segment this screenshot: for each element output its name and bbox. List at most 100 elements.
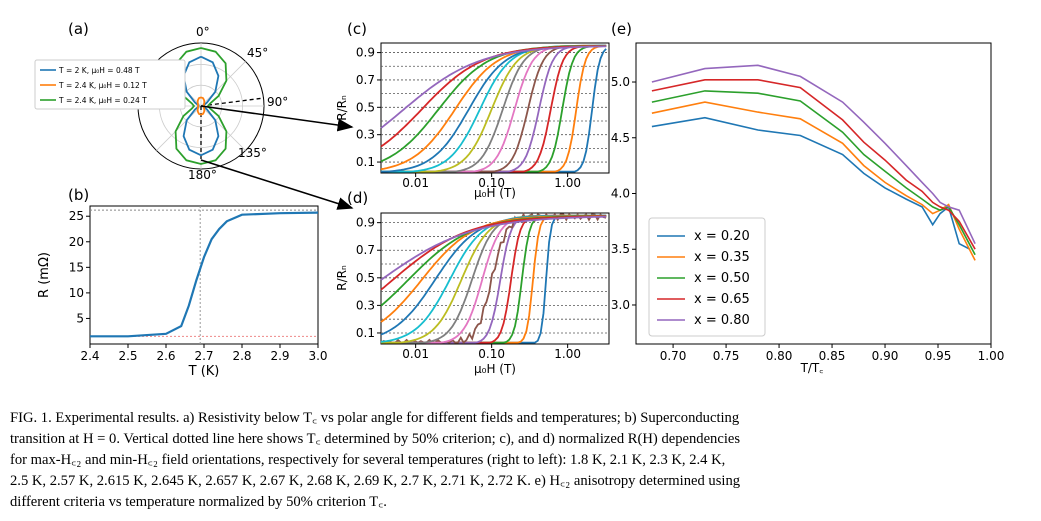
panel-e-ticks: 0.70 0.75 0.80 0.85 0.90 0.95 1.00 3.0 3.5 4.0 4.5… bbox=[611, 75, 1004, 363]
panel-b: (b) 2.4 2.5 2.6 2.7 2.8 2.9 3.0 5 10 15 20 25 T (K)… bbox=[37, 186, 328, 379]
polar-curve-1 bbox=[196, 96, 206, 116]
e-xtick-label-4: 0.90 bbox=[872, 349, 899, 363]
panel-c-ticks: 0.01 0.10 1.00 0.1 0.3 0.5 0.7 0.9 bbox=[356, 46, 581, 190]
panel-c: (c) 0.01 0.10 1.000.10.30.50.70.9 μ₀H (T) … bbox=[335, 20, 610, 200]
angle-label-180: 180° bbox=[188, 168, 217, 182]
panel-b-ylabel: R (mΩ) bbox=[37, 252, 52, 298]
arrow-to-c bbox=[200, 105, 354, 132]
d-curve-7 bbox=[381, 214, 607, 344]
b-xtick-label-4: 2.8 bbox=[232, 349, 251, 363]
legend-text-2: T = 2.4 K, μ₀H = 0.12 T bbox=[58, 81, 147, 90]
e-ytick-label-1: 3.5 bbox=[611, 242, 630, 256]
panel-e-label: (e) bbox=[611, 20, 632, 38]
d-xtick-label-0: 0.01 bbox=[402, 347, 429, 361]
panel-d-data bbox=[380, 212, 609, 345]
c-curve-0 bbox=[381, 48, 607, 173]
e-ytick-label-4: 5.0 bbox=[611, 75, 630, 89]
figure-1: (a) 0° 45° 90° 135° 180° T = 2 K, μ₀H = … bbox=[34, 20, 1004, 379]
d-curve-0 bbox=[381, 214, 607, 344]
angle-label-45: 45° bbox=[247, 46, 268, 60]
c-xtick-label-2: 1.00 bbox=[554, 176, 581, 190]
panel-b-ticks: 2.4 2.5 2.6 2.7 2.8 2.9 3.0 5 10 15 20 25 bbox=[69, 209, 328, 363]
d-curve-6 bbox=[381, 214, 607, 344]
legend-e-text-5: x = 0.80 bbox=[694, 313, 750, 328]
panel-d-ylabel: R/Rₙ bbox=[335, 265, 349, 291]
e-xtick-label-6: 1.00 bbox=[978, 349, 1005, 363]
d-curve-14 bbox=[380, 215, 607, 281]
legend-e-text-3: x = 0.50 bbox=[694, 271, 750, 286]
panel-b-xlabel: T (K) bbox=[188, 364, 220, 379]
panel-b-label: (b) bbox=[68, 186, 89, 204]
d-ytick-label-2: 0.5 bbox=[356, 271, 375, 285]
caption-line-4: 2.5 K, 2.57 K, 2.615 K, 2.645 K, 2.657 K… bbox=[10, 473, 741, 489]
e-series-3 bbox=[651, 79, 976, 250]
e-series-4 bbox=[651, 64, 976, 245]
legend-text-1: T = 2 K, μ₀H = 0.48 T bbox=[58, 66, 140, 75]
d-ytick-label-4: 0.9 bbox=[356, 216, 375, 230]
b-xtick-label-1: 2.5 bbox=[118, 349, 137, 363]
polar-legend: T = 2 K, μ₀H = 0.48 T T = 2.4 K, μ₀H = 0… bbox=[34, 59, 186, 110]
panel-e-legend: x = 0.20 x = 0.35 x = 0.50 x = 0.65 x = … bbox=[648, 217, 766, 337]
polar-curve-0 bbox=[182, 55, 220, 157]
panel-b-axes bbox=[89, 205, 319, 345]
legend-e-text-1: x = 0.20 bbox=[694, 229, 750, 244]
panel-d-axes bbox=[380, 212, 610, 345]
panel-d: (d) 0.01 0.10 1.000.10.30.50.70.9 μ₀H (T) … bbox=[335, 189, 610, 376]
panel-e-xlabel: T/T꜀ bbox=[800, 361, 824, 375]
d-ytick-label-0: 0.1 bbox=[356, 326, 375, 340]
e-xtick-label-1: 0.75 bbox=[713, 349, 740, 363]
panel-b-data bbox=[90, 206, 319, 344]
b-xtick-label-3: 2.7 bbox=[194, 349, 213, 363]
e-xtick-label-2: 0.80 bbox=[766, 349, 793, 363]
c-xtick-label-0: 0.01 bbox=[402, 176, 429, 190]
d-curve-9 bbox=[380, 214, 607, 343]
angle-label-90: 90° bbox=[267, 95, 288, 109]
b-ytick-label-3: 20 bbox=[69, 235, 84, 249]
b-ytick-label-1: 10 bbox=[69, 286, 84, 300]
panel-c-data bbox=[380, 44, 609, 173]
d-curve-5 bbox=[380, 212, 607, 345]
legend-text-3: T = 2.4 K, μ₀H = 0.24 T bbox=[58, 96, 147, 105]
b-xtick-label-5: 2.9 bbox=[270, 349, 289, 363]
caption-line-1: FIG. 1. Experimental results. a) Resisti… bbox=[10, 410, 740, 426]
d-curve-1 bbox=[381, 214, 607, 344]
b-xtick-label-0: 2.4 bbox=[80, 349, 99, 363]
panel-d-label: (d) bbox=[347, 189, 368, 207]
b-xtick-label-2: 2.6 bbox=[156, 349, 175, 363]
caption-line-2: transition at H = 0. Vertical dotted lin… bbox=[10, 431, 741, 447]
b-transition-curve bbox=[90, 211, 319, 338]
c-curve-14 bbox=[380, 45, 607, 129]
d-curve-4 bbox=[381, 214, 607, 344]
legend-e-text-2: x = 0.35 bbox=[694, 250, 750, 265]
d-xtick-label-2: 1.00 bbox=[554, 347, 581, 361]
d-ytick-label-3: 0.7 bbox=[356, 243, 375, 257]
arrow-to-d bbox=[200, 159, 354, 210]
panel-c-xlabel: μ₀H (T) bbox=[474, 186, 516, 200]
c-ytick-label-4: 0.9 bbox=[356, 46, 375, 60]
c-ytick-label-0: 0.1 bbox=[356, 155, 375, 169]
d-curve-3 bbox=[381, 214, 607, 344]
c-ytick-label-1: 0.3 bbox=[356, 128, 375, 142]
panel-d-ticks: 0.01 0.10 1.00 0.1 0.3 0.5 0.7 0.9 bbox=[356, 216, 581, 361]
polar-dashed-max bbox=[200, 97, 265, 107]
c-ytick-label-3: 0.7 bbox=[356, 73, 375, 87]
c-xtick-label-1: 0.10 bbox=[478, 176, 505, 190]
panel-c-axes bbox=[380, 42, 610, 174]
d-ytick-label-1: 0.3 bbox=[356, 298, 375, 312]
e-ytick-label-2: 4.0 bbox=[611, 187, 630, 201]
e-xtick-label-0: 0.70 bbox=[660, 349, 687, 363]
e-ytick-label-0: 3.0 bbox=[611, 298, 630, 312]
legend-e-text-4: x = 0.65 bbox=[694, 292, 750, 307]
b-xtick-label-6: 3.0 bbox=[308, 349, 327, 363]
figure-caption: FIG. 1. Experimental results. a) Resisti… bbox=[10, 408, 1030, 513]
panel-c-label: (c) bbox=[347, 20, 367, 38]
e-xtick-label-3: 0.85 bbox=[819, 349, 846, 363]
caption-line-5: different criteria vs temperature normal… bbox=[10, 494, 387, 510]
d-xtick-label-1: 0.10 bbox=[478, 347, 505, 361]
angle-label-135: 135° bbox=[238, 146, 267, 160]
e-xtick-label-5: 0.95 bbox=[925, 349, 952, 363]
panel-e-legend-box bbox=[648, 217, 766, 337]
b-ytick-label-4: 25 bbox=[69, 209, 84, 223]
d-curve-8 bbox=[381, 214, 607, 344]
c-ytick-label-2: 0.5 bbox=[356, 100, 375, 114]
